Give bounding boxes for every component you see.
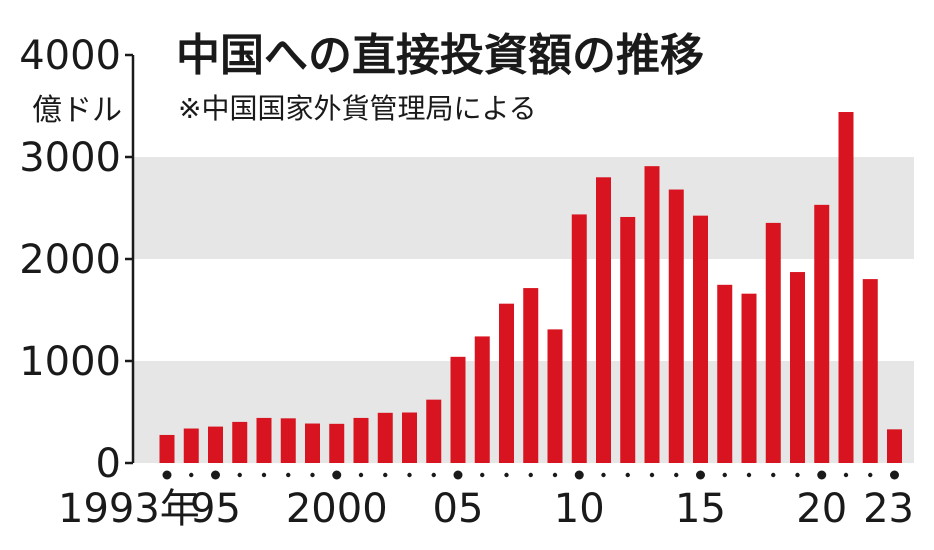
- bar-1998: [280, 418, 296, 463]
- bar-2023: [887, 429, 902, 463]
- bar-2010: [571, 214, 587, 463]
- bar-2004: [426, 399, 442, 463]
- x-dot-2013: [649, 472, 655, 478]
- bar-2006: [474, 336, 490, 463]
- y-tick-label-0: 0: [96, 441, 121, 487]
- bar-1994: [183, 428, 199, 463]
- x-dot-1999: [310, 472, 315, 478]
- x-dot-2015: [696, 470, 705, 480]
- bar-2015: [693, 215, 708, 463]
- bar-1995: [208, 426, 223, 463]
- bar-2018: [765, 222, 781, 463]
- x-dot-2010: [574, 470, 584, 480]
- x-tick-label-2015: 15: [675, 486, 726, 532]
- x-dot-2016: [722, 472, 727, 478]
- x-dot-1998: [286, 472, 291, 478]
- x-dot-2021: [843, 472, 849, 478]
- x-dot-1995: [211, 470, 220, 480]
- x-dot-2009: [552, 472, 558, 478]
- x-axis-dots: [162, 470, 899, 480]
- bar-2022: [862, 279, 878, 463]
- bar-2014: [668, 189, 684, 463]
- y-tick-label-2000: 2000: [19, 237, 121, 283]
- x-tick-label-2020: 20: [796, 486, 847, 532]
- x-dot-2002: [383, 472, 388, 478]
- x-dot-1997: [261, 472, 267, 478]
- bar-2011: [596, 177, 611, 463]
- bar-series: [159, 112, 902, 463]
- bar-2001: [353, 417, 369, 463]
- x-dot-2008: [528, 472, 533, 478]
- bar-2009: [547, 329, 563, 463]
- x-dot-2019: [795, 472, 800, 478]
- x-dot-2005: [453, 470, 463, 480]
- chart-title: 中国への直接投資額の推移: [176, 30, 704, 81]
- y-tick-label-3000: 3000: [19, 135, 121, 181]
- x-tick-label-2005: 05: [433, 486, 484, 532]
- bar-2017: [741, 293, 757, 463]
- bar-2007: [499, 303, 514, 463]
- grid-band-1: [134, 157, 914, 259]
- bar-2002: [377, 412, 393, 463]
- x-tick-label-1995: 95: [190, 486, 241, 532]
- bar-2012: [620, 216, 636, 463]
- bar-2019: [790, 272, 805, 463]
- bar-1997: [256, 417, 272, 463]
- x-dot-1994: [189, 472, 194, 478]
- x-dot-1993: [162, 470, 172, 480]
- bar-1999: [305, 423, 320, 463]
- x-dot-2022: [868, 472, 873, 478]
- bar-2000: [329, 423, 345, 463]
- y-tick-label-1000: 1000: [19, 339, 121, 385]
- x-dot-2006: [480, 472, 485, 478]
- x-tick-label-2010: 10: [554, 486, 605, 532]
- x-tick-label-2000: 2000: [286, 486, 388, 532]
- bar-1996: [232, 421, 248, 463]
- x-dot-2020: [817, 470, 827, 480]
- y-axis-ticks: 0 1000 2000 3000 4000: [19, 33, 133, 487]
- y-axis-unit-label: 億ドル: [32, 93, 122, 128]
- chart-subtitle: ※中国国家外貨管理局による: [178, 92, 537, 125]
- x-dot-2000: [332, 470, 342, 480]
- x-tick-label-1993: 1993年: [58, 486, 200, 532]
- x-tick-label-2023: 23: [863, 486, 914, 532]
- x-dot-2007: [504, 472, 509, 478]
- x-dot-2014: [674, 472, 679, 478]
- x-dot-2003: [407, 472, 412, 478]
- bar-2020: [814, 204, 830, 463]
- bar-2008: [523, 288, 539, 463]
- x-dot-2011: [601, 472, 606, 478]
- x-dot-2001: [358, 472, 364, 478]
- x-dot-2017: [746, 472, 752, 478]
- bar-2003: [402, 412, 417, 463]
- bar-2016: [717, 284, 733, 463]
- bar-1993: [159, 434, 175, 463]
- x-dot-2023: [890, 470, 899, 480]
- bar-2021: [838, 112, 854, 463]
- x-dot-1996: [237, 472, 242, 478]
- x-dot-2004: [431, 472, 436, 478]
- y-tick-label-4000: 4000: [19, 33, 121, 79]
- x-dot-2012: [625, 472, 630, 478]
- x-dot-2018: [771, 472, 776, 478]
- bar-2013: [644, 166, 660, 463]
- bar-2005: [450, 356, 466, 463]
